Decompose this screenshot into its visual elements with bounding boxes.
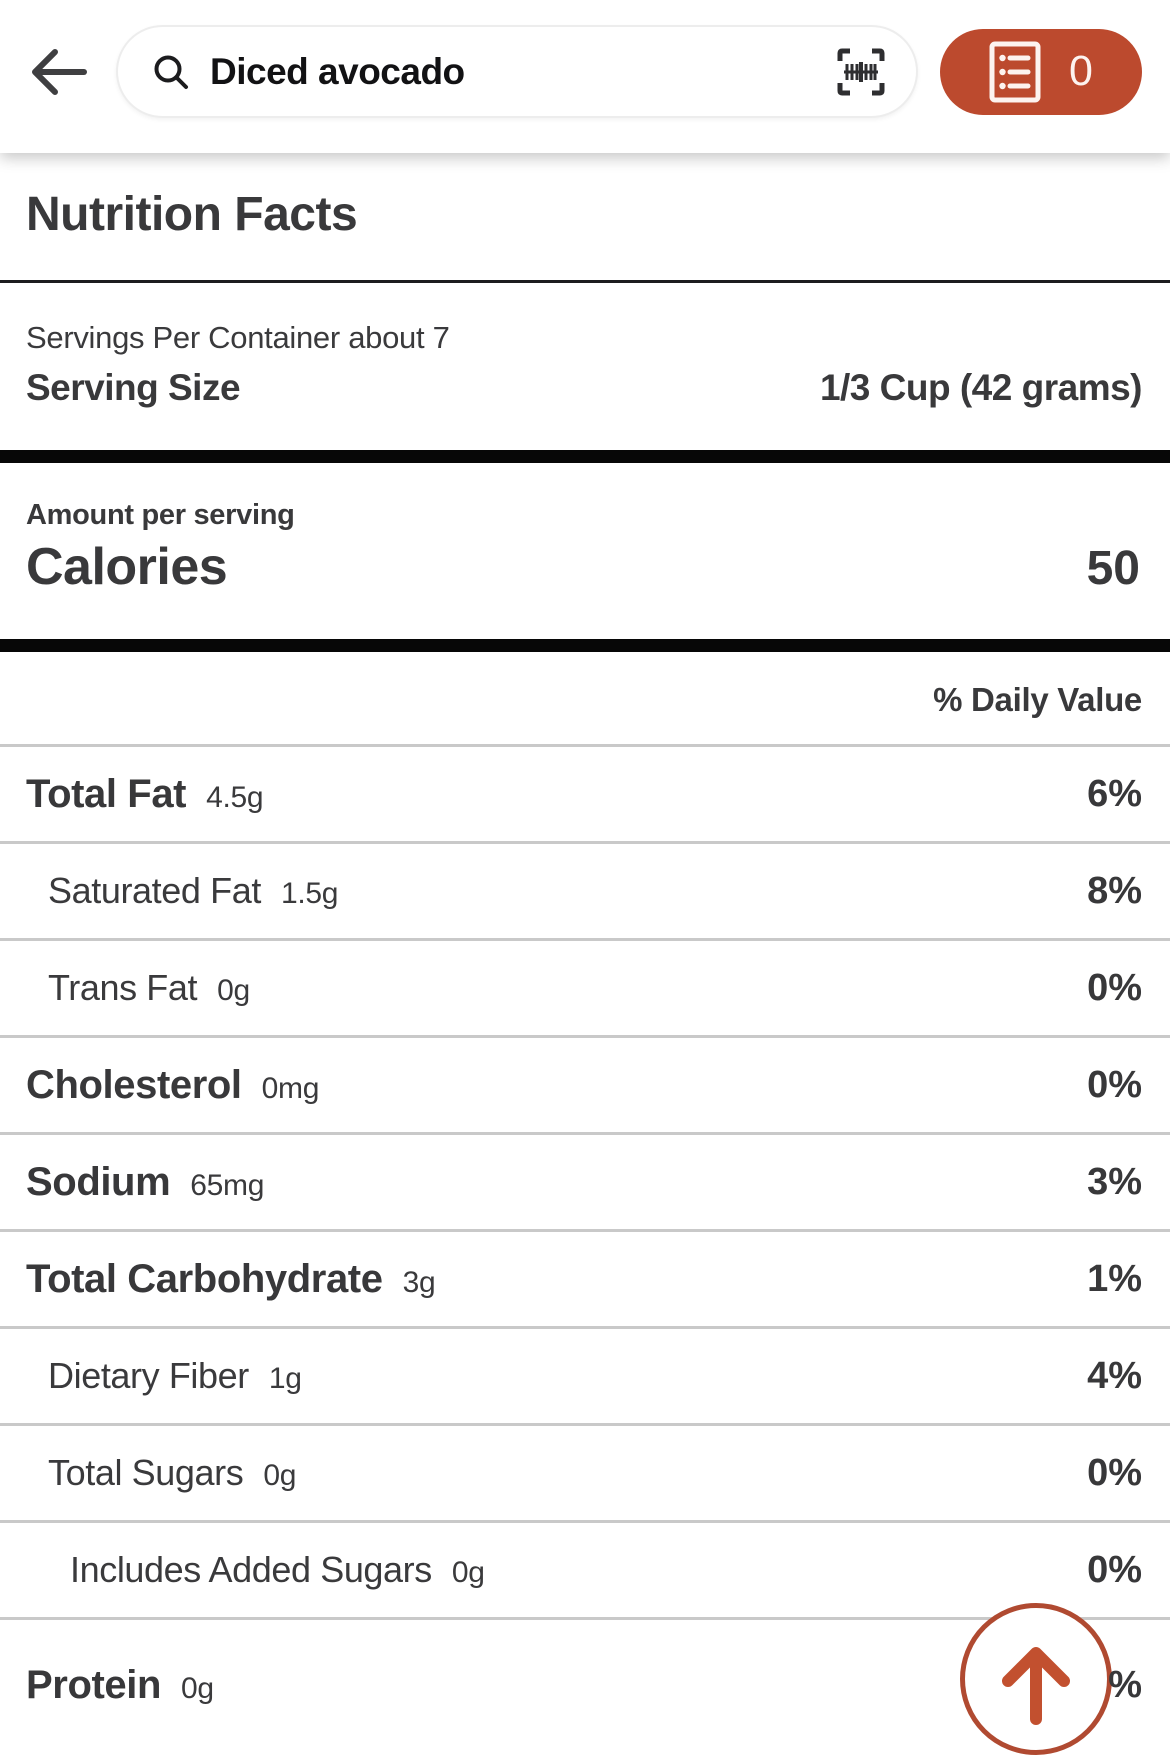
nutrient-daily-value: 0%	[1087, 1451, 1142, 1494]
nutrient-daily-value: 8%	[1087, 869, 1142, 912]
nutrient-name: Sodium	[26, 1159, 171, 1204]
nutrient-name: Saturated Fat	[48, 870, 261, 911]
nutrient-name: Protein	[26, 1662, 161, 1707]
nutrient-amount: 0mg	[261, 1071, 320, 1105]
divider-thin-gray	[0, 744, 1170, 747]
calories-section: Amount per serving Calories 50	[0, 463, 1170, 639]
nutrient-amount: 0g	[451, 1556, 485, 1589]
barcode-scan-button[interactable]	[832, 43, 890, 101]
divider-thin-black	[0, 280, 1170, 283]
nutrient-amount: 0g	[263, 1459, 297, 1492]
nutrient-amount: 4.5g	[206, 780, 264, 814]
food-log-button[interactable]: 0	[940, 28, 1142, 115]
nutrient-table: Total Fat 4.5g 6% Saturated Fat 1.5g 8% …	[0, 747, 1170, 1750]
nutrient-row: Total Sugars 0g 0%	[0, 1426, 1170, 1523]
nutrient-amount: 65mg	[190, 1168, 265, 1202]
nutrient-name: Total Sugars	[48, 1452, 244, 1493]
nutrition-label: Nutrition Facts Servings Per Container a…	[0, 153, 1170, 1750]
divider-thick-bar	[0, 639, 1170, 652]
nutrient-row: Saturated Fat 1.5g 8%	[0, 844, 1170, 941]
calories-label: Calories	[26, 538, 228, 596]
daily-value-header: % Daily Value	[933, 681, 1142, 718]
nutrient-name: Dietary Fiber	[48, 1355, 249, 1396]
arrow-up-icon	[1002, 1647, 1070, 1725]
nutrient-daily-value: 0%	[1087, 966, 1142, 1009]
search-input-value: Diced avocado	[210, 50, 465, 92]
nutrient-name: Includes Added Sugars	[70, 1549, 432, 1590]
nutrient-amount: 0g	[181, 1671, 214, 1705]
nutrient-amount: 3g	[402, 1265, 436, 1299]
top-bar: Diced avocado	[0, 0, 1170, 153]
food-log-icon	[989, 41, 1041, 102]
back-button[interactable]	[22, 36, 94, 108]
nutrient-row: Trans Fat 0g 0%	[0, 941, 1170, 1038]
serving-size-label: Serving Size	[26, 367, 241, 408]
nutrient-row: Total Carbohydrate 3g 1%	[0, 1232, 1170, 1329]
nutrient-daily-value: 6%	[1087, 772, 1142, 815]
nutrient-amount: 1.5g	[280, 877, 339, 910]
back-arrow-icon	[32, 48, 87, 95]
servings-per-container: Servings Per Container about 7	[26, 320, 450, 355]
amount-per-serving-label: Amount per serving	[26, 499, 295, 531]
food-log-count: 0	[1069, 47, 1093, 95]
barcode-scan-icon	[837, 48, 885, 95]
nutrient-name: Total Fat	[26, 771, 187, 816]
nutrient-name: Trans Fat	[48, 967, 198, 1008]
nutrient-daily-value: %	[1108, 1663, 1142, 1706]
serving-size-value: 1/3 Cup (42 grams)	[819, 367, 1143, 408]
divider-thick-bar	[0, 450, 1170, 463]
nutrient-row: Cholesterol 0mg 0%	[0, 1038, 1170, 1135]
calories-value: 50	[1086, 542, 1140, 595]
scroll-to-top-button[interactable]	[960, 1603, 1112, 1755]
nutrient-amount: 0g	[217, 974, 250, 1007]
serving-info-section: Servings Per Container about 7 Serving S…	[0, 283, 1170, 450]
nutrient-row: Sodium 65mg 3%	[0, 1135, 1170, 1232]
nutrient-daily-value: 4%	[1087, 1354, 1142, 1397]
nutrient-amount: 1g	[268, 1362, 302, 1395]
nutrient-daily-value: 0%	[1087, 1063, 1142, 1106]
search-bar[interactable]: Diced avocado	[116, 25, 918, 118]
nutrient-row: Dietary Fiber 1g 4%	[0, 1329, 1170, 1426]
nutrient-daily-value: 1%	[1087, 1257, 1142, 1300]
search-icon	[154, 55, 188, 89]
nutrient-row: Includes Added Sugars 0g 0%	[0, 1523, 1170, 1620]
nutrient-name: Total Carbohydrate	[26, 1256, 383, 1301]
nutrition-facts-title: Nutrition Facts	[26, 188, 358, 241]
nutrient-row: Total Fat 4.5g 6%	[0, 747, 1170, 844]
nutrient-daily-value: 0%	[1087, 1548, 1142, 1591]
nutrient-daily-value: 3%	[1087, 1160, 1142, 1203]
nutrient-name: Cholesterol	[26, 1062, 242, 1107]
